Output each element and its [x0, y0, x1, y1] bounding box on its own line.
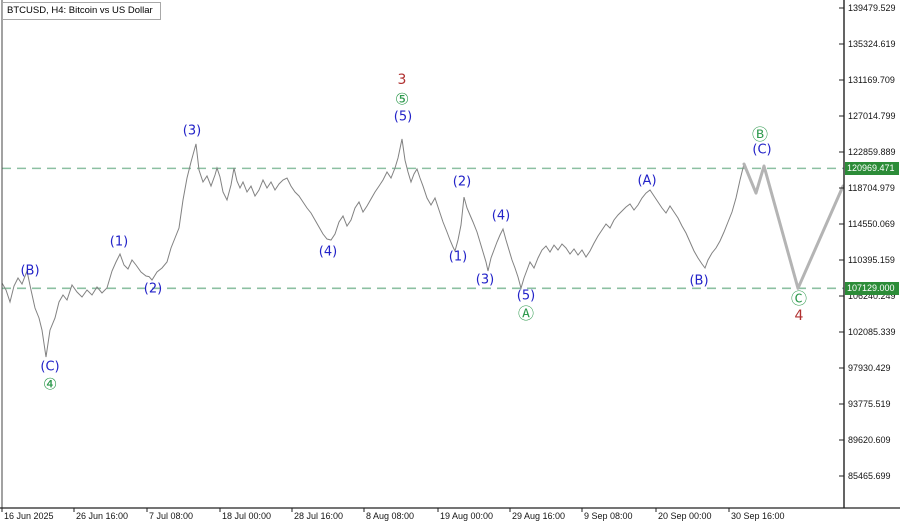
wave-label-1[interactable]: (1) — [109, 234, 129, 250]
time-tick-label: 19 Aug 00:00 — [440, 511, 494, 521]
wave-label-B[interactable]: (B) — [689, 273, 709, 289]
price-tick-label: 102085.339 — [848, 327, 896, 337]
wave-label-2[interactable]: (2) — [452, 174, 472, 190]
wave-label-C[interactable]: (C) — [752, 142, 772, 158]
time-tick-label: 30 Sep 16:00 — [731, 511, 785, 521]
price-tick-label: 93775.519 — [848, 399, 891, 409]
time-tick-label: 8 Aug 08:00 — [366, 511, 415, 521]
wave-label-A[interactable]: (A) — [637, 173, 657, 189]
price-tick-label: 127014.799 — [848, 111, 896, 121]
forecast-path[interactable] — [742, 162, 845, 290]
time-tick-label: 7 Jul 08:00 — [149, 511, 194, 521]
time-tick-label: 18 Jul 00:00 — [222, 511, 272, 521]
price-tick-label: 110395.159 — [848, 255, 895, 265]
price-tick-label: 114550.069 — [848, 219, 895, 229]
price-tick-label: 85465.699 — [848, 471, 891, 481]
wave-label-5[interactable]: (5) — [393, 109, 413, 125]
wave-label-Ⓐ[interactable]: Ⓐ — [517, 304, 535, 323]
price-level-badge: 107129.000 — [845, 281, 899, 295]
wave-label-C[interactable]: (C) — [40, 359, 60, 375]
wave-label-④[interactable]: ④ — [42, 374, 58, 394]
wave-label-1[interactable]: (1) — [448, 249, 468, 265]
price-tick-label: 97930.429 — [848, 363, 891, 373]
price-tick-label: 89620.609 — [848, 435, 891, 445]
time-tick-label: 20 Sep 00:00 — [658, 511, 712, 521]
wave-label-4[interactable]: 4 — [794, 308, 804, 324]
time-tick-label: 26 Jun 16:00 — [76, 511, 129, 521]
chart-symbol-title: BTCUSD, H4: Bitcoin vs US Dollar — [2, 2, 161, 20]
wave-label-3[interactable]: 3 — [397, 72, 407, 88]
wave-label-Ⓒ[interactable]: Ⓒ — [790, 289, 808, 308]
time-tick-label: 28 Jul 16:00 — [294, 511, 344, 521]
price-tick-label: 135324.619 — [848, 39, 896, 49]
time-tick-label: 29 Aug 16:00 — [512, 511, 566, 521]
price-tick-label: 131169.709 — [848, 75, 895, 85]
price-level-badge: 120969.471 — [845, 161, 899, 175]
price-tick-label: 139479.529 — [848, 3, 896, 13]
wave-label-Ⓑ[interactable]: Ⓑ — [751, 125, 769, 144]
wave-label-3[interactable]: (3) — [475, 272, 495, 288]
wave-label-5[interactable]: (5) — [516, 288, 536, 304]
wave-label-B[interactable]: (B) — [20, 263, 40, 279]
time-tick-label: 9 Sep 08:00 — [584, 511, 633, 521]
wave-label-3[interactable]: (3) — [182, 123, 202, 139]
wave-label-4[interactable]: (4) — [318, 244, 338, 260]
wave-label-2[interactable]: (2) — [143, 281, 163, 297]
price-line — [1, 138, 745, 358]
price-tick-label: 106240.249 — [848, 291, 896, 301]
wave-label-⑤[interactable]: ⑤ — [394, 89, 410, 109]
price-tick-label: 118704.979 — [848, 183, 895, 193]
time-tick-label: 16 Jun 2025 — [4, 511, 54, 521]
price-tick-label: 122859.889 — [848, 147, 896, 157]
wave-label-4[interactable]: (4) — [491, 208, 511, 224]
